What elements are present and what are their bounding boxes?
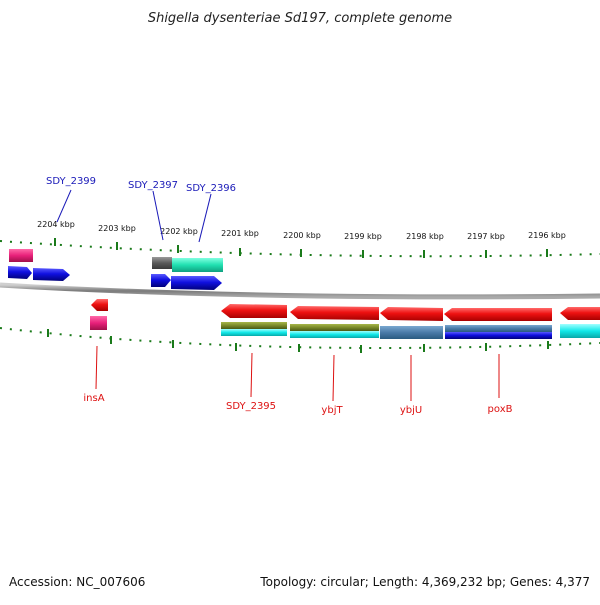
gene-label-ybjt[interactable]: ybjT [321, 405, 343, 416]
gene-label-ybju[interactable]: ybjU [400, 405, 422, 416]
map-title: Shigella dysenteriae Sd197, complete gen… [148, 11, 452, 26]
feature-block-steelblue[interactable] [380, 326, 443, 339]
cds-arrow-reverse[interactable] [221, 304, 287, 318]
scale-label: 2198 kbp [406, 232, 444, 241]
scale-label: 2204 kbp [37, 220, 75, 229]
feature-block-steelblue[interactable] [445, 325, 552, 332]
feature-block-cyan[interactable] [560, 324, 600, 338]
genome-backbone [0, 282, 600, 300]
gene-label-sdy2395[interactable]: SDY_2395 [226, 401, 276, 412]
cds-arrow-forward[interactable] [171, 276, 222, 290]
lower-scale-track [0, 327, 600, 349]
cds-arrow-forward[interactable] [151, 274, 171, 287]
cds-arrow-forward[interactable] [8, 266, 32, 279]
feature-block-blue[interactable] [445, 332, 552, 339]
cds-arrow-reverse[interactable] [91, 299, 108, 311]
leader-line [250, 352, 253, 398]
leader-line [198, 193, 212, 243]
cds-arrow-reverse[interactable] [444, 308, 552, 321]
gene-label-sdy2397[interactable]: SDY_2397 [128, 180, 178, 191]
lower-major-ticks [47, 329, 549, 353]
pseudogene-block[interactable] [9, 249, 33, 262]
scale-label: 2201 kbp [221, 229, 259, 238]
scale-label: 2197 kbp [467, 232, 505, 241]
gene-label-poxb[interactable]: poxB [488, 404, 513, 415]
scale-label: 2199 kbp [344, 232, 382, 241]
scale-label: 2203 kbp [98, 224, 136, 233]
scale-label: 2200 kbp [283, 231, 321, 240]
gene-label-insa[interactable]: insA [83, 393, 104, 404]
cds-arrow-reverse[interactable] [290, 306, 379, 320]
leader-line [152, 190, 164, 241]
feature-block-olive[interactable] [290, 324, 379, 331]
scale-label: 2196 kbp [528, 231, 566, 240]
reverse-strand-features [90, 299, 600, 339]
pseudogene-block[interactable] [90, 316, 107, 330]
gene-label-sdy2399[interactable]: SDY_2399 [46, 176, 96, 187]
scale-label: 2202 kbp [160, 227, 198, 236]
cds-arrow-forward[interactable] [33, 268, 70, 281]
feature-block-cyan[interactable] [290, 331, 379, 338]
feature-block-olive[interactable] [221, 322, 287, 329]
leader-line [56, 189, 72, 223]
feature-block-teal[interactable] [172, 258, 223, 272]
leader-line [95, 345, 98, 390]
gene-label-sdy2396[interactable]: SDY_2396 [186, 183, 236, 194]
scale-labels: 2204 kbp 2203 kbp 2202 kbp 2201 kbp 2200… [37, 220, 566, 241]
feature-block-grey[interactable] [152, 257, 172, 269]
forward-strand-features [8, 249, 223, 290]
cds-arrow-reverse[interactable] [560, 307, 600, 320]
genome-summary-text: Topology: circular; Length: 4,369,232 bp… [259, 575, 590, 589]
cds-arrow-reverse[interactable] [380, 307, 443, 321]
accession-text: Accession: NC_007606 [9, 575, 145, 589]
upper-major-ticks [54, 238, 548, 258]
feature-block-cyan[interactable] [221, 329, 287, 336]
top-gene-labels: SDY_2399 SDY_2397 SDY_2396 [46, 176, 236, 243]
bottom-gene-labels: insA SDY_2395 ybjT ybjU poxB [83, 345, 513, 416]
leader-line [332, 354, 335, 402]
